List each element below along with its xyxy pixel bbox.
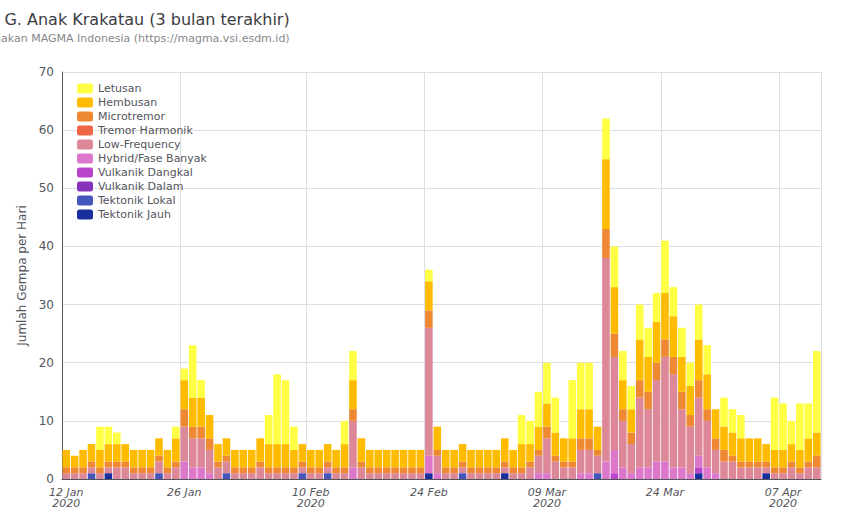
svg-text:2020: 2020 xyxy=(769,497,797,510)
svg-text:Low-Frequency: Low-Frequency xyxy=(98,138,181,151)
svg-text:Tektonik Lokal: Tektonik Lokal xyxy=(97,194,176,207)
svg-text:10: 10 xyxy=(39,414,54,428)
svg-text:26 Jan: 26 Jan xyxy=(167,486,201,499)
svg-text:24 Feb: 24 Feb xyxy=(410,486,448,499)
svg-text:Hybrid/Fase Banyak: Hybrid/Fase Banyak xyxy=(98,152,208,165)
svg-text:2020: 2020 xyxy=(297,497,325,510)
svg-text:Microtremor: Microtremor xyxy=(98,110,165,123)
svg-text:0: 0 xyxy=(46,472,54,486)
svg-text:2020: 2020 xyxy=(533,497,561,510)
svg-text:60: 60 xyxy=(39,123,54,137)
svg-text:Histogram Kegempaan Harian G.: Histogram Kegempaan Harian G. Anak Kraka… xyxy=(0,10,290,29)
svg-text:70: 70 xyxy=(39,65,54,79)
svg-text:Grafik ini dibuat menggunakan: Grafik ini dibuat menggunakan MAGMA Indo… xyxy=(0,32,290,45)
svg-text:20: 20 xyxy=(39,356,54,370)
svg-text:40: 40 xyxy=(39,239,54,253)
svg-text:50: 50 xyxy=(39,181,54,195)
svg-text:30: 30 xyxy=(39,298,54,312)
svg-text:Tektonik Jauh: Tektonik Jauh xyxy=(97,208,171,221)
svg-text:10 Feb: 10 Feb xyxy=(292,486,330,499)
svg-text:Vulkanik Dangkal: Vulkanik Dangkal xyxy=(98,166,193,179)
svg-text:Letusan: Letusan xyxy=(98,82,141,95)
svg-text:2020: 2020 xyxy=(52,497,80,510)
svg-text:09 Mar: 09 Mar xyxy=(527,486,566,499)
svg-text:Tremor Harmonik: Tremor Harmonik xyxy=(97,124,193,137)
svg-text:24 Mar: 24 Mar xyxy=(646,486,686,499)
svg-text:Jumlah Gempa per Hari: Jumlah Gempa per Hari xyxy=(15,205,29,347)
svg-text:Vulkanik Dalam: Vulkanik Dalam xyxy=(98,180,183,193)
svg-text:07 Apr: 07 Apr xyxy=(764,486,802,499)
svg-text:12 Jan: 12 Jan xyxy=(49,486,84,499)
svg-text:Hembusan: Hembusan xyxy=(98,96,157,109)
